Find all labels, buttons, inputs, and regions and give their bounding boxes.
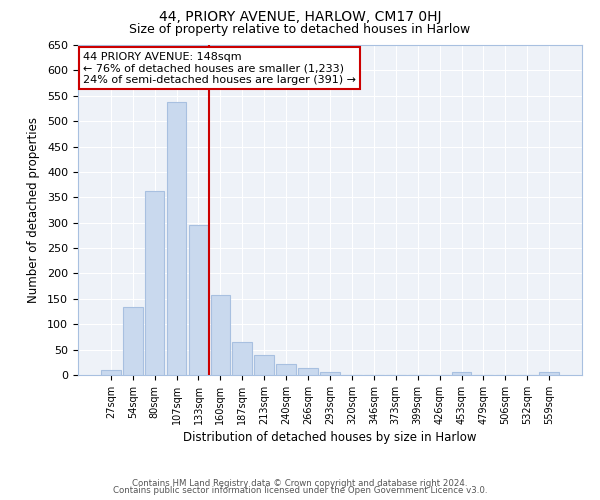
Bar — [211, 295, 230, 375]
Bar — [320, 372, 340, 375]
Bar — [101, 370, 121, 375]
Text: Size of property relative to detached houses in Harlow: Size of property relative to detached ho… — [130, 22, 470, 36]
Bar — [254, 354, 274, 375]
Bar — [167, 102, 187, 375]
Bar — [298, 368, 318, 375]
Bar — [276, 364, 296, 375]
Bar — [232, 342, 252, 375]
Bar — [123, 308, 143, 375]
Bar — [539, 372, 559, 375]
X-axis label: Distribution of detached houses by size in Harlow: Distribution of detached houses by size … — [183, 431, 477, 444]
Text: Contains HM Land Registry data © Crown copyright and database right 2024.: Contains HM Land Registry data © Crown c… — [132, 478, 468, 488]
Bar — [145, 190, 164, 375]
Bar — [188, 225, 208, 375]
Text: 44, PRIORY AVENUE, HARLOW, CM17 0HJ: 44, PRIORY AVENUE, HARLOW, CM17 0HJ — [159, 10, 441, 24]
Text: 44 PRIORY AVENUE: 148sqm
← 76% of detached houses are smaller (1,233)
24% of sem: 44 PRIORY AVENUE: 148sqm ← 76% of detach… — [83, 52, 356, 85]
Text: Contains public sector information licensed under the Open Government Licence v3: Contains public sector information licen… — [113, 486, 487, 495]
Y-axis label: Number of detached properties: Number of detached properties — [27, 117, 40, 303]
Bar — [452, 372, 472, 375]
